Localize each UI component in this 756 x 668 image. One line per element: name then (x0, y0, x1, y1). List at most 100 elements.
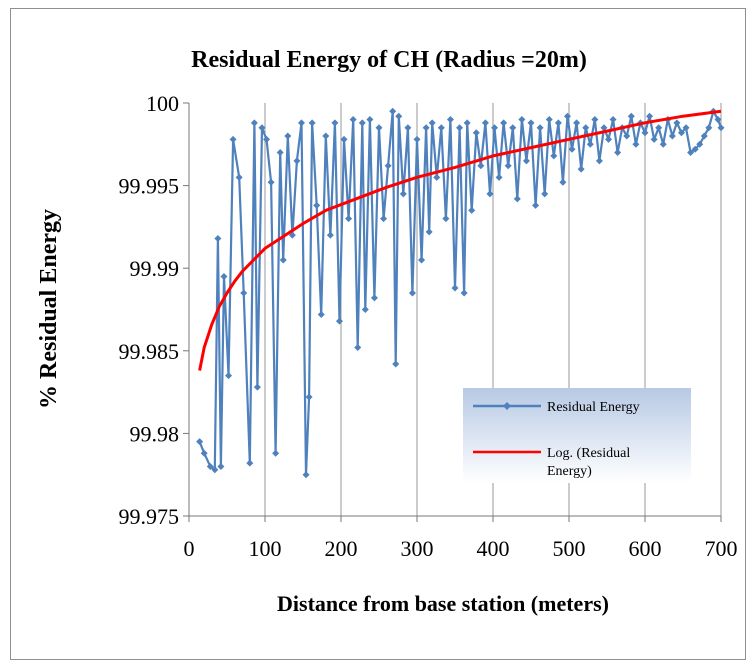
data-point-residual-energy (554, 119, 562, 127)
legend-label-log-trend-line2: Energy) (547, 464, 592, 479)
legend-label-residual-energy: Residual Energy (547, 400, 640, 415)
data-point-residual-energy (627, 112, 635, 120)
data-point-residual-energy (395, 112, 403, 120)
data-point-residual-energy (217, 462, 225, 470)
data-point-residual-energy (340, 135, 348, 143)
x-tick-label: 100 (249, 536, 282, 561)
data-point-residual-energy (214, 234, 222, 242)
data-point-residual-energy (673, 119, 681, 127)
data-point-residual-energy (545, 116, 553, 124)
data-point-residual-energy (433, 173, 441, 181)
legend-marker-residual-energy (503, 402, 511, 410)
data-point-residual-energy (682, 124, 690, 132)
data-point-residual-energy (305, 393, 313, 401)
data-point-residual-energy (500, 119, 508, 127)
y-tick-label: 99.975 (119, 504, 180, 529)
data-point-residual-energy (225, 372, 233, 380)
data-point-residual-energy (460, 289, 468, 297)
data-point-residual-energy (504, 162, 512, 170)
data-point-residual-energy (413, 135, 421, 143)
data-point-residual-energy (632, 140, 640, 148)
data-point-residual-energy (696, 140, 704, 148)
data-point-residual-energy (297, 119, 305, 127)
data-point-residual-energy (354, 343, 362, 351)
data-point-residual-energy (240, 289, 248, 297)
axis-layer: 0 100 200 300 400 500 600 700 99.975 99.98 99.985 9… (119, 91, 738, 561)
data-point-residual-energy (677, 129, 685, 137)
data-point-residual-energy (650, 135, 658, 143)
data-point-residual-energy (463, 119, 471, 127)
data-point-residual-energy (451, 284, 459, 292)
data-point-residual-energy (302, 471, 310, 479)
x-axis-label: Distance from base station (meters) (277, 591, 609, 616)
data-point-residual-energy (284, 132, 292, 140)
data-point-residual-energy (491, 124, 499, 132)
series-line-log-trend (198, 109, 722, 371)
y-tick-label: 99.985 (119, 339, 180, 364)
data-point-residual-energy (646, 112, 654, 120)
data-point-residual-energy (691, 145, 699, 153)
data-point-residual-energy (717, 124, 725, 132)
chart-frame: Residual Energy of CH (Radius =20m) 0 100… (10, 8, 746, 660)
data-point-residual-energy (389, 107, 397, 115)
data-point-residual-energy (600, 124, 608, 132)
legend-label-log-trend-line1: Log. (Residual (547, 446, 630, 461)
y-tick-label: 99.99 (130, 256, 180, 281)
data-point-residual-energy (253, 383, 261, 391)
data-point-residual-energy (609, 116, 617, 124)
data-point-residual-energy (276, 149, 284, 157)
data-point-residual-energy (418, 256, 426, 264)
data-point-residual-energy (573, 119, 581, 127)
data-point-residual-energy (700, 132, 708, 140)
series-layer (196, 107, 725, 479)
y-tick-label: 99.98 (130, 421, 180, 446)
data-point-residual-energy (279, 256, 287, 264)
data-point-residual-energy (196, 438, 204, 446)
data-point-residual-energy (568, 145, 576, 153)
x-tick-label: 200 (325, 536, 358, 561)
data-point-residual-energy (272, 449, 280, 457)
data-point-residual-energy (384, 162, 392, 170)
x-tick-label: 0 (184, 536, 195, 561)
data-point-residual-energy (509, 124, 517, 132)
data-point-residual-energy (541, 190, 549, 198)
data-point-residual-energy (532, 201, 540, 209)
data-point-residual-energy (392, 360, 400, 368)
data-point-residual-energy (527, 119, 535, 127)
data-point-residual-energy (408, 289, 416, 297)
x-tick-label: 700 (705, 536, 738, 561)
data-point-residual-energy (366, 116, 374, 124)
data-point-residual-energy (313, 201, 321, 209)
chart-svg: Residual Energy of CH (Radius =20m) 0 100… (36, 47, 738, 616)
data-point-residual-energy (559, 178, 567, 186)
data-point-residual-energy (655, 124, 663, 132)
data-point-residual-energy (326, 231, 334, 239)
data-point-residual-energy (235, 173, 243, 181)
legend-box (463, 388, 691, 483)
data-point-residual-energy (293, 157, 301, 165)
data-point-residual-energy (370, 294, 378, 302)
x-tick-label: 600 (629, 536, 662, 561)
data-point-residual-energy (267, 178, 275, 186)
data-point-residual-energy (220, 272, 228, 280)
data-point-residual-energy (211, 466, 219, 474)
data-point-residual-energy (258, 124, 266, 132)
data-point-residual-energy (586, 140, 594, 148)
data-point-residual-energy (422, 124, 430, 132)
y-tick-label: 99.995 (119, 174, 180, 199)
data-point-residual-energy (428, 119, 436, 127)
data-point-residual-energy (331, 119, 339, 127)
x-tick-label: 400 (477, 536, 510, 561)
data-point-residual-energy (481, 119, 489, 127)
y-axis-label: % Residual Energy (36, 209, 62, 409)
data-point-residual-energy (442, 215, 450, 223)
data-point-residual-energy (518, 116, 526, 124)
data-point-residual-energy (425, 228, 433, 236)
data-point-residual-energy (659, 140, 667, 148)
x-tick-label: 500 (553, 536, 586, 561)
data-point-residual-energy (206, 462, 214, 470)
data-point-residual-energy (317, 310, 325, 318)
data-point-residual-energy (345, 215, 353, 223)
data-point-residual-energy (468, 206, 476, 214)
data-point-residual-energy (200, 449, 208, 457)
